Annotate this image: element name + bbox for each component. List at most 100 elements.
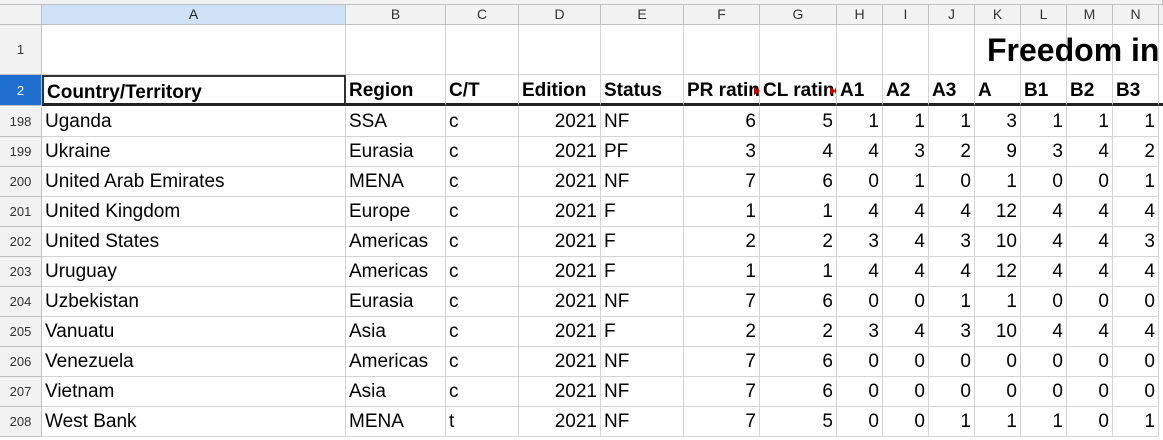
- cell[interactable]: 0: [883, 377, 929, 407]
- cell[interactable]: c: [446, 317, 519, 347]
- cell[interactable]: c: [446, 107, 519, 137]
- column-title[interactable]: Status: [601, 75, 684, 106]
- cell[interactable]: 2021: [519, 257, 601, 287]
- cell[interactable]: 0: [883, 347, 929, 377]
- cell[interactable]: Americas: [346, 257, 446, 287]
- cell[interactable]: SSA: [346, 107, 446, 137]
- cell[interactable]: 6: [684, 107, 760, 137]
- cell[interactable]: Asia: [346, 317, 446, 347]
- cell[interactable]: NF: [601, 407, 684, 437]
- cell[interactable]: 2021: [519, 407, 601, 437]
- cell[interactable]: 2: [1113, 137, 1159, 167]
- cell[interactable]: 0: [929, 347, 975, 377]
- cell[interactable]: 0: [1067, 287, 1113, 317]
- cell[interactable]: c: [446, 257, 519, 287]
- cell[interactable]: 4: [1067, 137, 1113, 167]
- column-header[interactable]: L: [1021, 5, 1067, 25]
- cell[interactable]: c: [446, 287, 519, 317]
- cell[interactable]: 4: [837, 197, 883, 227]
- cell[interactable]: 2021: [519, 227, 601, 257]
- cell[interactable]: 2021: [519, 317, 601, 347]
- cell[interactable]: 4: [929, 257, 975, 287]
- cell[interactable]: Americas: [346, 227, 446, 257]
- cell[interactable]: Vanuatu: [42, 317, 346, 347]
- cell[interactable]: 0: [1067, 347, 1113, 377]
- cell[interactable]: 3: [929, 227, 975, 257]
- column-title[interactable]: A1: [837, 75, 883, 106]
- cell[interactable]: 4: [1021, 197, 1067, 227]
- cell[interactable]: 6: [760, 287, 837, 317]
- cell[interactable]: c: [446, 167, 519, 197]
- cell[interactable]: 2: [929, 137, 975, 167]
- column-header[interactable]: H: [837, 5, 883, 25]
- cell[interactable]: 4: [883, 257, 929, 287]
- cell[interactable]: 6: [760, 377, 837, 407]
- column-title[interactable]: Edition: [519, 75, 601, 106]
- cell[interactable]: 3: [975, 107, 1021, 137]
- cell[interactable]: 1: [1113, 167, 1159, 197]
- column-header[interactable]: A: [42, 5, 346, 25]
- cell[interactable]: 2: [684, 317, 760, 347]
- cell[interactable]: 0: [837, 407, 883, 437]
- cell[interactable]: 2021: [519, 137, 601, 167]
- column-title[interactable]: A: [975, 75, 1021, 106]
- cell[interactable]: F: [601, 197, 684, 227]
- cell[interactable]: MENA: [346, 407, 446, 437]
- cell[interactable]: United Kingdom: [42, 197, 346, 227]
- cell[interactable]: 3: [684, 137, 760, 167]
- cell[interactable]: PF: [601, 137, 684, 167]
- cell[interactable]: United States: [42, 227, 346, 257]
- cell[interactable]: 3: [1021, 137, 1067, 167]
- cell[interactable]: NF: [601, 107, 684, 137]
- cell[interactable]: 1: [883, 107, 929, 137]
- column-header[interactable]: I: [883, 5, 929, 25]
- cell[interactable]: 2021: [519, 107, 601, 137]
- row-header[interactable]: 203: [0, 257, 42, 287]
- cell[interactable]: 4: [1067, 197, 1113, 227]
- row-header[interactable]: 208: [0, 407, 42, 437]
- cell[interactable]: MENA: [346, 167, 446, 197]
- column-title[interactable]: CL rating: [760, 75, 837, 106]
- cell[interactable]: 0: [929, 377, 975, 407]
- cell[interactable]: 7: [684, 377, 760, 407]
- cell[interactable]: 4: [1021, 227, 1067, 257]
- row-header[interactable]: 2: [0, 75, 42, 106]
- cell[interactable]: 2021: [519, 347, 601, 377]
- cell[interactable]: 2: [760, 317, 837, 347]
- cell[interactable]: Americas: [346, 347, 446, 377]
- column-title[interactable]: B1: [1021, 75, 1067, 106]
- cell[interactable]: c: [446, 197, 519, 227]
- row-header[interactable]: 202: [0, 227, 42, 257]
- row-header[interactable]: 200: [0, 167, 42, 197]
- cell[interactable]: 0: [1021, 377, 1067, 407]
- cell[interactable]: 1: [1067, 107, 1113, 137]
- cell[interactable]: 4: [1113, 257, 1159, 287]
- cell[interactable]: 0: [1021, 347, 1067, 377]
- cell[interactable]: 1: [975, 287, 1021, 317]
- cell[interactable]: West Bank: [42, 407, 346, 437]
- cell[interactable]: 4: [1113, 317, 1159, 347]
- cell[interactable]: 2: [760, 227, 837, 257]
- cell[interactable]: 4: [883, 197, 929, 227]
- column-header[interactable]: M: [1067, 5, 1113, 25]
- cell[interactable]: 4: [1067, 317, 1113, 347]
- cell[interactable]: F: [601, 257, 684, 287]
- column-header[interactable]: N: [1113, 5, 1159, 25]
- row-header[interactable]: 201: [0, 197, 42, 227]
- cell[interactable]: 1: [1113, 407, 1159, 437]
- cell[interactable]: 4: [1067, 257, 1113, 287]
- row-header[interactable]: 198: [0, 107, 42, 137]
- cell[interactable]: 1: [684, 197, 760, 227]
- cell[interactable]: 2021: [519, 377, 601, 407]
- cell[interactable]: Uruguay: [42, 257, 346, 287]
- column-title[interactable]: Region: [346, 75, 446, 106]
- cell[interactable]: 1: [975, 407, 1021, 437]
- cell[interactable]: NF: [601, 377, 684, 407]
- cell[interactable]: 0: [1067, 407, 1113, 437]
- cell[interactable]: Ukraine: [42, 137, 346, 167]
- cell[interactable]: 7: [684, 407, 760, 437]
- cell[interactable]: NF: [601, 287, 684, 317]
- cell[interactable]: 2021: [519, 167, 601, 197]
- cell[interactable]: 10: [975, 317, 1021, 347]
- cell[interactable]: 0: [929, 167, 975, 197]
